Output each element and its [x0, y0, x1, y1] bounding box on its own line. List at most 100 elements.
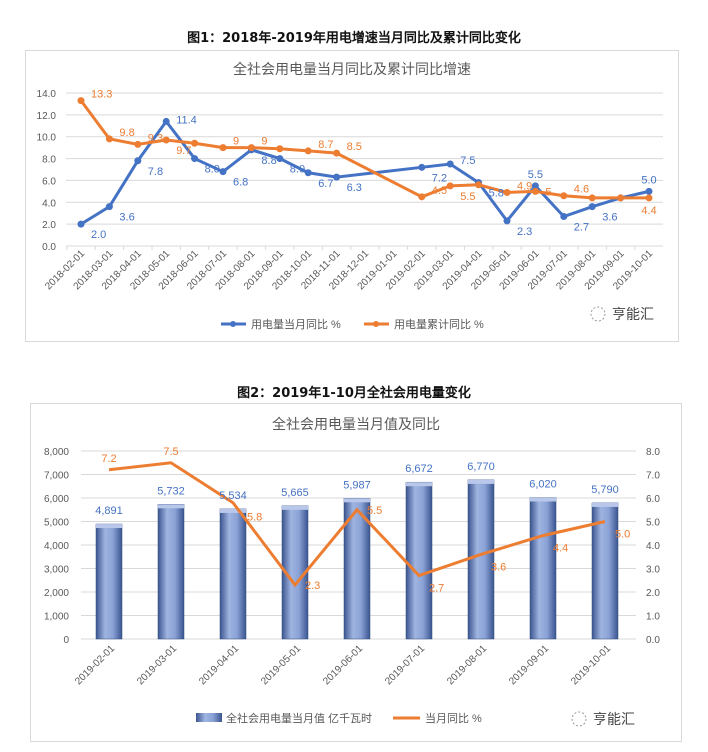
data-point-blue — [105, 203, 113, 211]
legend-bar-swatch — [196, 713, 222, 722]
y2-tick-label: 3.0 — [646, 565, 660, 576]
y2-tick-label: 4.0 — [646, 541, 660, 552]
data-label-orange: 8.5 — [347, 141, 362, 153]
data-point-orange — [77, 97, 85, 105]
y2-tick-label: 8.0 — [646, 447, 660, 458]
y-tick-label: 4,000 — [44, 541, 69, 552]
line-label: 5.0 — [615, 529, 630, 541]
x-tick-label: 2019-06-01 — [321, 643, 365, 687]
data-label-orange: 9 — [233, 136, 239, 148]
line-label: 5.8 — [247, 512, 262, 524]
data-point-blue — [418, 163, 426, 171]
data-label-blue: 11.4 — [176, 114, 197, 126]
y-tick-label: 6,000 — [44, 494, 69, 505]
legend-label: 用电量累计同比 % — [394, 318, 484, 331]
chart1-container: 全社会用电量当月同比及累计同比增速 0.0 2.0 4.0 6.0 8.0 10.0 12.0… — [25, 50, 679, 342]
data-point-orange — [475, 181, 483, 189]
legend-label: 全社会用电量当月值 亿千瓦时 — [226, 711, 372, 725]
data-point-blue — [191, 155, 199, 163]
data-label-orange: 4.6 — [574, 184, 589, 196]
chart2-svg: 全社会用电量当月值及同比 0 1,000 2,000 3,000 4,000 5,000 6,… — [44, 416, 660, 727]
watermark-logo-icon — [571, 711, 587, 727]
x-tick-label: 2019-03-01 — [135, 643, 179, 687]
data-label-blue: 5.8 — [489, 188, 504, 200]
line-label: 7.2 — [101, 453, 116, 465]
legend-label: 当月同比 % — [425, 711, 482, 725]
bar-top — [96, 524, 122, 529]
bar — [157, 504, 185, 640]
y-tick-label: 0.0 — [42, 242, 56, 253]
y-tick-label: 2,000 — [44, 588, 69, 599]
chart2-container: 全社会用电量当月值及同比 0 1,000 2,000 3,000 4,000 5,000 6,… — [30, 403, 682, 742]
data-point-blue — [219, 168, 227, 176]
data-point-blue — [77, 220, 85, 228]
data-label-orange: 9.7 — [176, 145, 191, 157]
y2-tick-label: 6.0 — [646, 494, 660, 505]
y-tick-label: 8.0 — [42, 155, 56, 166]
y-tick-label: 4.0 — [42, 198, 56, 209]
bar-label: 4,891 — [95, 505, 123, 517]
data-point-orange — [617, 194, 625, 202]
data-label-orange: 9 — [261, 136, 267, 148]
data-point-orange — [276, 145, 284, 153]
data-point-blue — [588, 203, 596, 211]
bar-top — [220, 508, 246, 513]
data-label-orange: 13.3 — [91, 89, 112, 101]
y2-tick-label: 2.0 — [646, 588, 660, 599]
bar-top — [344, 498, 370, 503]
data-label-orange: 8.7 — [318, 139, 333, 151]
bar — [95, 523, 123, 640]
bar — [467, 479, 495, 640]
data-label-blue: 2.3 — [517, 226, 532, 238]
data-point-blue — [304, 169, 312, 177]
line-series — [108, 461, 606, 588]
data-point-blue — [276, 155, 284, 163]
y-tick-label: 3,000 — [44, 565, 69, 576]
bar-top — [468, 479, 494, 484]
y-tick-label: 5,000 — [44, 518, 69, 529]
x-tick-label: 2019-05-01 — [259, 643, 303, 687]
data-label-orange: 4.4 — [641, 205, 656, 217]
y-tick-label: 7,000 — [44, 471, 69, 482]
data-point-blue — [446, 160, 454, 168]
bar — [529, 497, 557, 640]
data-label-blue: 3.6 — [119, 212, 134, 224]
bar-label: 5,987 — [343, 479, 371, 491]
line-label: 7.5 — [163, 446, 178, 458]
figure1-caption: 图1：2018年-2019年用电增速当月同比及累计同比变化 — [187, 31, 521, 46]
bar-label: 5,665 — [281, 487, 309, 499]
bar-label: 5,732 — [157, 485, 185, 497]
watermark-logo-icon — [590, 306, 606, 322]
line-label: 3.6 — [491, 561, 506, 573]
line-label: 5.5 — [367, 505, 382, 517]
data-label-orange: 5.5 — [460, 191, 475, 203]
data-point-orange — [333, 149, 341, 157]
data-point-orange — [134, 140, 142, 148]
data-point-orange — [560, 192, 568, 200]
y-tick-label: 6.0 — [42, 176, 56, 187]
data-label-blue: 2.0 — [91, 229, 106, 241]
data-label-blue: 3.6 — [602, 212, 617, 224]
data-point-orange — [304, 147, 312, 155]
chart-title: 全社会用电量当月值及同比 — [272, 416, 440, 432]
bar-top — [158, 504, 184, 509]
data-point-blue — [134, 157, 142, 165]
data-point-orange — [446, 182, 454, 190]
legend-marker-orange — [373, 321, 379, 327]
data-point-orange — [418, 193, 426, 201]
y2-tick-label: 0.0 — [646, 635, 660, 646]
data-label-orange: 5 — [545, 186, 551, 198]
data-point-orange — [247, 144, 255, 152]
data-label-orange: 9.3 — [148, 132, 163, 144]
data-label-blue: 8.0 — [205, 164, 220, 176]
line-label: 2.7 — [429, 583, 444, 595]
data-point-blue — [531, 182, 539, 190]
data-label-blue: 6.8 — [233, 177, 248, 189]
chart1-svg: 全社会用电量当月同比及累计同比增速 0.0 2.0 4.0 6.0 8.0 10.0 12.0… — [37, 61, 663, 331]
data-point-orange — [219, 144, 227, 152]
bar — [591, 502, 619, 640]
watermark-text: 亨能汇 — [612, 306, 654, 322]
data-point-blue — [333, 173, 341, 181]
line-label: 4.4 — [553, 543, 568, 555]
y-tick-label: 0 — [63, 635, 69, 646]
